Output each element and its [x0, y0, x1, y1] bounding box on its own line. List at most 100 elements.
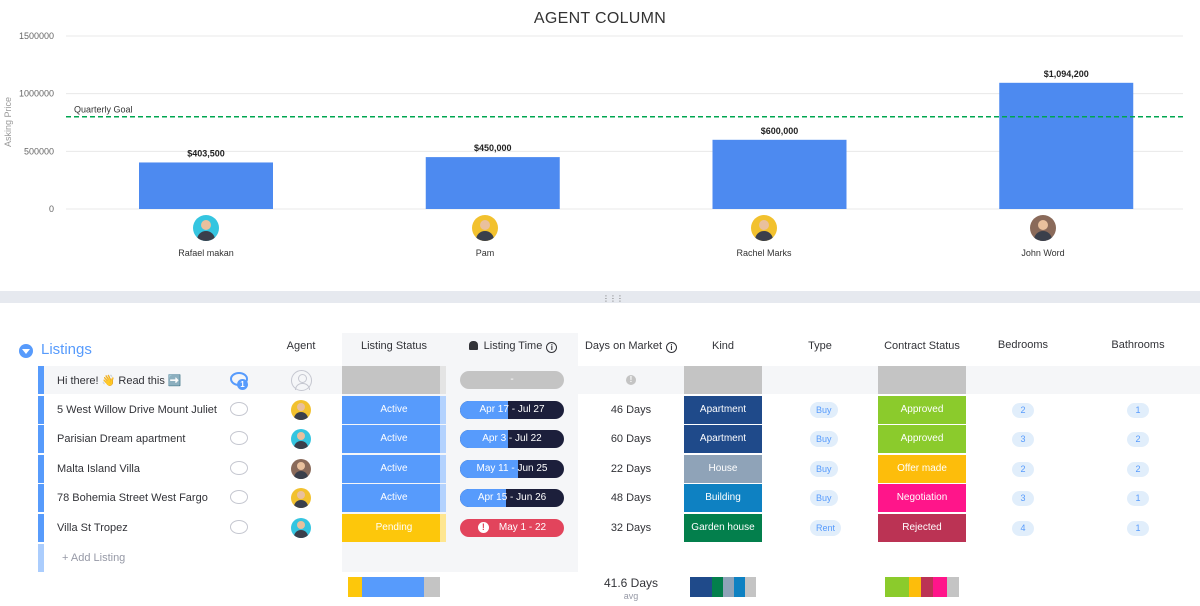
- panel-resize-handle[interactable]: ⋮⋮⋮: [0, 291, 1200, 303]
- type-tag[interactable]: Buy: [810, 490, 838, 506]
- table-row[interactable]: Parisian Dream apartment Active Apr 3 - Ju…: [38, 425, 1200, 453]
- type-tag[interactable]: Buy: [810, 401, 838, 418]
- bedrooms-count[interactable]: 3: [1012, 491, 1034, 506]
- contract-status-cell[interactable]: Offer made: [878, 454, 966, 483]
- contract-status-cell[interactable]: Rejected: [878, 513, 966, 542]
- bedrooms-count[interactable]: 2: [1012, 402, 1034, 418]
- agent-label-pam[interactable]: Pam: [415, 215, 555, 258]
- table-row[interactable]: Hi there! 👋 Read this ➡️ 1 -!: [38, 366, 1200, 394]
- bedrooms-count[interactable]: 4: [1012, 520, 1034, 536]
- item-name[interactable]: Hi there! 👋 Read this ➡️: [57, 375, 182, 387]
- timeline-cell[interactable]: Apr 3 - Jul 22: [460, 430, 564, 448]
- timeline-cell[interactable]: -: [460, 371, 564, 389]
- comment-bubble-icon[interactable]: [230, 490, 248, 504]
- agent-avatar[interactable]: [291, 399, 311, 420]
- bedrooms-count[interactable]: 2: [1012, 461, 1034, 477]
- listing-status-cell[interactable]: Active: [342, 484, 446, 512]
- avatar: [1030, 215, 1056, 241]
- column-header-kind[interactable]: Kind: [711, 340, 735, 352]
- collapse-group-icon[interactable]: [19, 344, 33, 358]
- drag-grip-icon: ⋮⋮⋮: [602, 294, 624, 303]
- agent-avatar[interactable]: [291, 517, 311, 538]
- add-listing-row[interactable]: + Add Listing: [38, 544, 1200, 572]
- kind-cell[interactable]: Garden house: [684, 513, 762, 542]
- group-title[interactable]: Listings: [41, 341, 92, 358]
- bathrooms-count[interactable]: 1: [1127, 520, 1149, 536]
- days-on-market-cell: 46 Days: [610, 403, 652, 416]
- agent-avatar[interactable]: [291, 429, 311, 449]
- bathrooms-count[interactable]: 2: [1127, 432, 1149, 447]
- column-header-listing-time[interactable]: Listing Time i: [448, 340, 578, 353]
- timeline-cell[interactable]: May 11 - Jun 25: [460, 459, 564, 478]
- comment-count-badge: 1: [237, 379, 248, 390]
- y-tick-label: 1000000: [19, 89, 54, 99]
- bathrooms-count[interactable]: 1: [1127, 402, 1149, 418]
- comment-bubble-icon[interactable]: [230, 401, 248, 416]
- table-row[interactable]: Malta Island Villa Active May 11 - Jun 25 2…: [38, 454, 1200, 483]
- agent-label-rafael[interactable]: Rafael makan: [136, 215, 276, 258]
- listing-status-summary-bar[interactable]: [348, 577, 440, 597]
- agent-name: Pam: [475, 248, 495, 258]
- item-name[interactable]: Villa St Tropez: [57, 521, 128, 534]
- status-label: Pending: [375, 521, 413, 533]
- timeline-cell[interactable]: ! May 1 - 22: [460, 518, 564, 537]
- comment-bubble-icon[interactable]: [230, 431, 248, 445]
- column-header-agent[interactable]: Agent: [286, 340, 316, 352]
- bathrooms-count[interactable]: 2: [1127, 461, 1149, 477]
- type-tag[interactable]: Buy: [810, 431, 838, 447]
- summary-row: 41.6 Days avg: [0, 572, 1200, 606]
- kind-cell[interactable]: Apartment: [684, 395, 762, 424]
- contract-status-cell[interactable]: Negotiation: [878, 484, 966, 512]
- table-row[interactable]: 78 Bohemia Street West Fargo Active Apr 15…: [38, 484, 1200, 512]
- agent-avatar[interactable]: [291, 488, 311, 508]
- listing-status-cell[interactable]: Pending: [342, 513, 446, 542]
- column-header-contract-status[interactable]: Contract Status: [884, 340, 960, 352]
- column-header-days-on-market[interactable]: Days on Market i: [580, 340, 682, 353]
- info-icon[interactable]: i: [546, 342, 558, 353]
- item-name[interactable]: 78 Bohemia Street West Fargo: [57, 492, 208, 504]
- table-row[interactable]: Villa St Tropez Pending! May 1 - 22 32 Days…: [38, 513, 1200, 542]
- item-name[interactable]: Parisian Dream apartment: [57, 433, 186, 445]
- add-listing-input[interactable]: + Add Listing: [62, 552, 126, 564]
- kind-cell[interactable]: Building: [684, 484, 762, 512]
- type-tag[interactable]: Rent: [810, 519, 842, 536]
- agent-label-rachel[interactable]: Rachel Marks: [694, 215, 834, 258]
- bedrooms-count[interactable]: 3: [1012, 432, 1034, 447]
- listing-status-cell[interactable]: Active: [342, 395, 446, 424]
- listing-status-cell[interactable]: [342, 366, 446, 394]
- summary-segment-pending: [348, 577, 362, 597]
- info-icon[interactable]: i: [666, 342, 678, 353]
- summary-segment-garden-house: [712, 577, 723, 597]
- comment-bubble-icon[interactable]: [230, 460, 248, 475]
- kind-cell[interactable]: [684, 366, 762, 394]
- timeline-cell[interactable]: Apr 17 - Jul 27: [460, 400, 564, 419]
- column-header-bathrooms[interactable]: Bathrooms: [1111, 339, 1165, 351]
- type-tag[interactable]: Buy: [810, 460, 838, 477]
- timeline-cell[interactable]: Apr 15 - Jun 26: [460, 489, 564, 507]
- item-name[interactable]: 5 West Willow Drive Mount Juliet: [57, 403, 217, 416]
- chart-panel: 0 500000 1000000 1500000 Asking Price $403,50…: [0, 0, 1200, 291]
- comment-bubble-icon[interactable]: [230, 519, 248, 534]
- column-header-listing-status[interactable]: Listing Status: [360, 340, 428, 352]
- contract-status-cell[interactable]: Approved: [878, 395, 966, 424]
- table-row[interactable]: 5 West Willow Drive Mount Juliet Active Ap…: [38, 395, 1200, 424]
- kind-cell[interactable]: Apartment: [684, 425, 762, 453]
- contract-status-cell[interactable]: [878, 366, 966, 394]
- contract-status-summary-bar[interactable]: [885, 577, 959, 597]
- bathrooms-count[interactable]: 1: [1127, 491, 1149, 506]
- column-header-bedrooms[interactable]: Bedrooms: [997, 339, 1049, 351]
- column-header-type[interactable]: Type: [808, 340, 832, 352]
- agent-label-john[interactable]: John Word: [973, 215, 1113, 258]
- contract-status-cell[interactable]: Approved: [878, 425, 966, 453]
- agent-name: Rachel Marks: [736, 248, 792, 258]
- listing-status-cell[interactable]: Active: [342, 425, 446, 453]
- kind-summary-bar[interactable]: [690, 577, 756, 597]
- days-on-market-cell: !: [580, 366, 682, 394]
- empty-agent-icon[interactable]: [291, 370, 312, 391]
- agent-avatar[interactable]: [291, 458, 311, 479]
- item-name[interactable]: Malta Island Villa: [57, 462, 140, 475]
- timeline-label: Apr 3 - Jul 22: [482, 433, 542, 444]
- status-stripe: [440, 366, 446, 394]
- listing-status-cell[interactable]: Active: [342, 454, 446, 483]
- kind-cell[interactable]: House: [684, 454, 762, 483]
